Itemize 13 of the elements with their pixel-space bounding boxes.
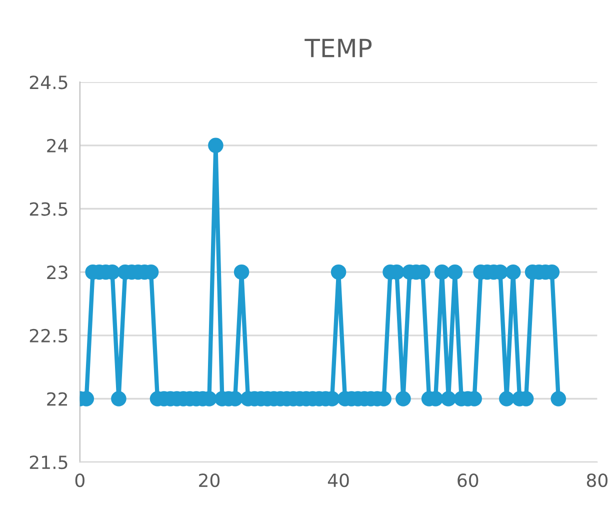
x-tick-label: 0 xyxy=(75,473,84,488)
x-tick-label: 80 xyxy=(586,473,608,488)
y-tick-label: 23 xyxy=(47,266,68,280)
x-tick-label: 20 xyxy=(199,473,220,488)
x-tick-label: 40 xyxy=(328,473,349,488)
y-tick-label: 22 xyxy=(47,392,67,406)
x-tick-label: 60 xyxy=(458,473,478,488)
y-tick-label: 24.5 xyxy=(30,76,68,90)
y-tick-label: 22.5 xyxy=(30,328,68,343)
y-tick-label: 21.5 xyxy=(30,456,68,470)
y-tick-label: 23.5 xyxy=(30,202,68,216)
y-tick-label: 24 xyxy=(47,138,68,152)
chart-title: TEMP xyxy=(304,38,372,58)
